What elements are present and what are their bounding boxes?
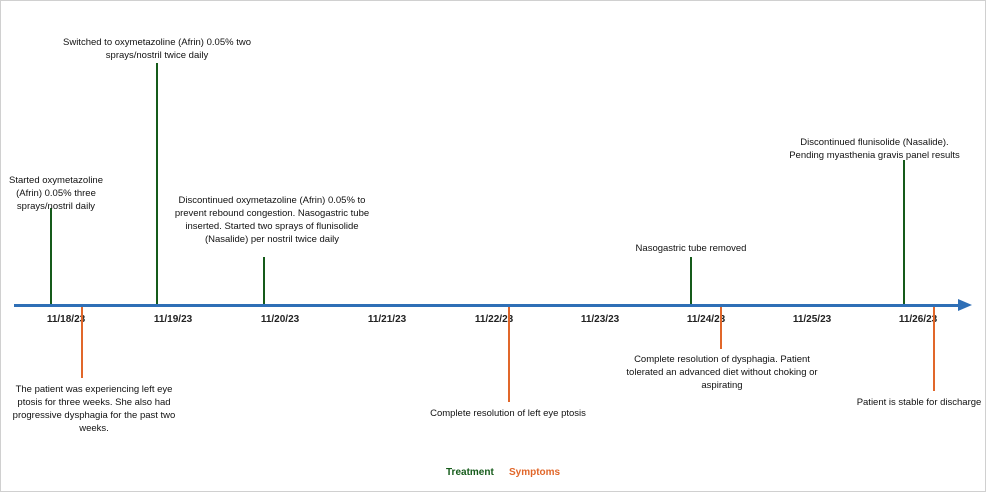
treatment-stem	[156, 63, 158, 304]
legend-treatment: Treatment	[446, 467, 494, 478]
treatment-label: Discontinued flunisolide (Nasalide). Pen…	[789, 137, 960, 161]
date-label: 11/26/23	[898, 314, 938, 325]
date-label: 11/25/23	[792, 314, 832, 325]
symptom-stem	[720, 307, 722, 349]
date-label: 11/19/23	[153, 314, 193, 325]
symptom-label: The patient was experiencing left eye pt…	[12, 384, 176, 434]
date-label: 11/22/23	[474, 314, 514, 325]
treatment-stem	[690, 257, 692, 304]
treatment-stem	[263, 257, 265, 304]
treatment-label: Started oxymetazoline (Afrin) 0.05% thre…	[9, 175, 103, 212]
symptom-stem	[933, 307, 935, 391]
treatment-label: Nasogastric tube removed	[635, 243, 747, 254]
symptom-stem	[508, 307, 510, 402]
date-label: 11/20/23	[260, 314, 300, 325]
treatment-stem	[903, 160, 905, 304]
treatment-label: Switched to oxymetazoline (Afrin) 0.05% …	[63, 37, 251, 61]
axis-arrowhead	[958, 299, 972, 311]
date-label: 11/24/23	[686, 314, 726, 325]
symptom-label: Complete resolution of dysphagia. Patien…	[626, 354, 818, 391]
legend-symptoms: Symptoms	[509, 467, 561, 478]
symptom-label: Complete resolution of left eye ptosis	[430, 408, 586, 419]
timeline-axis	[14, 304, 960, 307]
treatment-label: Discontinued oxymetazoline (Afrin) 0.05%…	[174, 195, 370, 245]
date-label: 11/18/23	[46, 314, 86, 325]
symptom-label: Patient is stable for discharge	[856, 397, 982, 408]
symptom-stem	[81, 307, 83, 378]
date-label: 11/23/23	[580, 314, 620, 325]
treatment-stem	[50, 208, 52, 304]
date-label: 11/21/23	[367, 314, 407, 325]
